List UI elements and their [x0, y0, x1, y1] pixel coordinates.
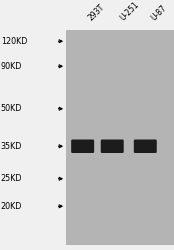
Text: 35KD: 35KD — [1, 142, 22, 151]
Text: 20KD: 20KD — [1, 202, 22, 211]
Text: U-251: U-251 — [118, 0, 141, 22]
Text: 90KD: 90KD — [1, 62, 22, 71]
Text: 50KD: 50KD — [1, 104, 22, 113]
Text: 293T: 293T — [87, 2, 107, 22]
Text: 120KD: 120KD — [1, 37, 27, 46]
FancyBboxPatch shape — [71, 140, 94, 153]
FancyBboxPatch shape — [101, 140, 124, 153]
Bar — [66, 30, 174, 245]
FancyBboxPatch shape — [134, 140, 157, 153]
Text: 25KD: 25KD — [1, 174, 22, 183]
Text: U-87: U-87 — [150, 4, 169, 22]
